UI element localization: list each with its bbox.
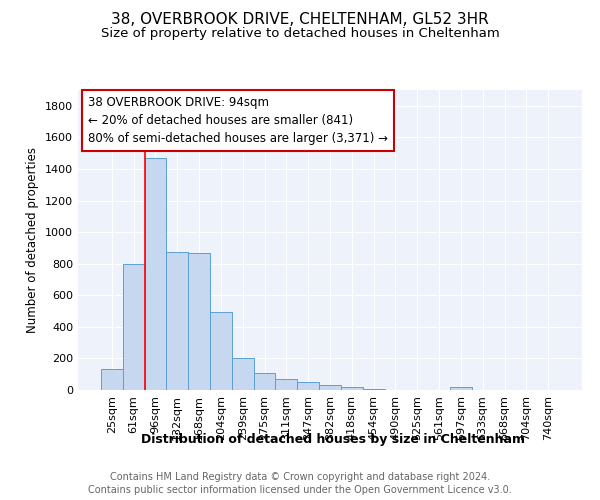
Text: 38, OVERBROOK DRIVE, CHELTENHAM, GL52 3HR: 38, OVERBROOK DRIVE, CHELTENHAM, GL52 3H… — [111, 12, 489, 28]
Text: Contains HM Land Registry data © Crown copyright and database right 2024.: Contains HM Land Registry data © Crown c… — [110, 472, 490, 482]
Bar — [319, 386, 341, 390]
Bar — [232, 358, 254, 390]
Bar — [363, 388, 385, 390]
Bar — [297, 382, 319, 390]
Bar — [275, 380, 297, 390]
Bar — [145, 158, 166, 390]
Bar — [123, 264, 145, 390]
Bar — [341, 387, 363, 390]
Text: Distribution of detached houses by size in Cheltenham: Distribution of detached houses by size … — [141, 432, 525, 446]
Text: Contains public sector information licensed under the Open Government Licence v3: Contains public sector information licen… — [88, 485, 512, 495]
Bar — [166, 252, 188, 390]
Bar — [210, 312, 232, 390]
Text: Size of property relative to detached houses in Cheltenham: Size of property relative to detached ho… — [101, 28, 499, 40]
Text: 38 OVERBROOK DRIVE: 94sqm
← 20% of detached houses are smaller (841)
80% of semi: 38 OVERBROOK DRIVE: 94sqm ← 20% of detac… — [88, 96, 388, 145]
Bar — [450, 387, 472, 390]
Y-axis label: Number of detached properties: Number of detached properties — [26, 147, 40, 333]
Bar — [101, 370, 123, 390]
Bar — [254, 372, 275, 390]
Bar — [188, 252, 210, 390]
